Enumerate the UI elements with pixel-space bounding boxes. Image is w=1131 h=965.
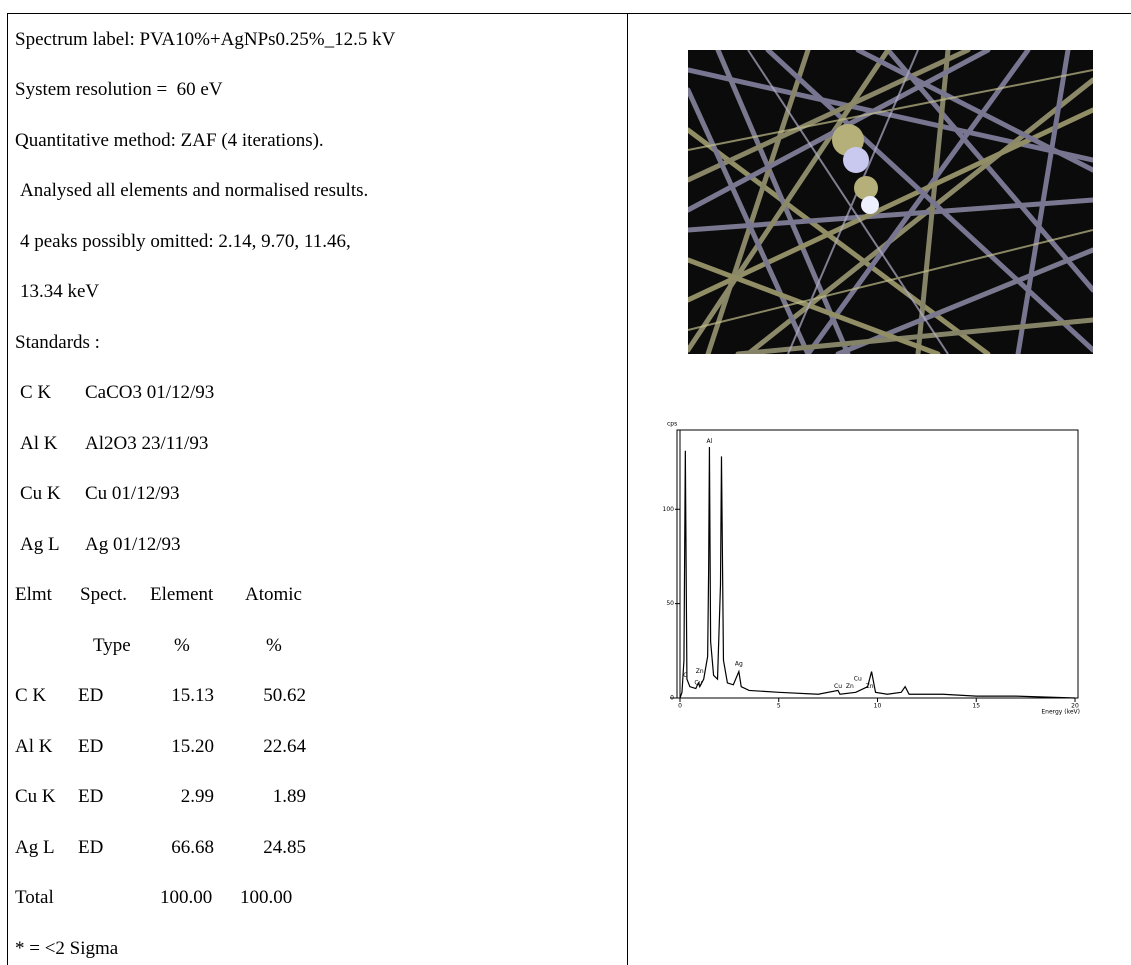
text-line: 4 peaks possibly omitted: 2.14, 9.70, 11…	[20, 230, 351, 254]
table-header: Elmt	[15, 583, 52, 607]
table-cell: Al K	[15, 735, 52, 759]
peak-label: Al	[707, 438, 713, 445]
standard-element: C K	[20, 381, 51, 405]
table-cell: ED	[78, 735, 103, 759]
y-tick-label: 50	[666, 600, 674, 607]
text-line: Analysed all elements and normalised res…	[20, 179, 368, 203]
table-border	[627, 13, 628, 965]
table-cell: Total	[15, 886, 54, 910]
standard-ref: Al2O3 23/11/93	[85, 432, 208, 456]
standard-element: Ag L	[20, 533, 60, 557]
table-cell: 15.13	[158, 684, 214, 708]
y-tick-label: 100	[663, 506, 675, 513]
standard-ref: Ag 01/12/93	[85, 533, 181, 557]
table-header: Atomic	[245, 583, 302, 607]
table-cell: 24.85	[250, 836, 306, 860]
table-cell: 15.20	[158, 735, 214, 759]
table-header: %	[266, 634, 282, 658]
page: {"info": {"lines": ["Spectrum label: PVA…	[0, 0, 1131, 965]
sem-image	[688, 50, 1093, 354]
x-tick-label: 5	[777, 703, 781, 710]
table-header: Spect.	[80, 583, 127, 607]
table-cell: 22.64	[250, 735, 306, 759]
peak-label: C	[683, 672, 687, 679]
peak-label: Cu	[694, 679, 702, 686]
table-cell: ED	[78, 785, 103, 809]
table-border	[7, 13, 8, 965]
peak-label: Zn	[696, 668, 704, 675]
table-cell: 2.99	[158, 785, 214, 809]
table-cell: Ag L	[15, 836, 55, 860]
peak-label: Zn	[846, 683, 854, 690]
table-header: %	[174, 634, 190, 658]
table-border	[7, 13, 1131, 14]
standard-ref: CaCO3 01/12/93	[85, 381, 214, 405]
x-tick-label: 20	[1071, 703, 1079, 710]
table-cell: ED	[78, 684, 103, 708]
x-axis-label: Energy (keV)	[1041, 709, 1080, 716]
text-line: 13.34 keV	[20, 280, 99, 304]
text-line: Quantitative method: ZAF (4 iterations).	[15, 129, 324, 153]
table-header: Element	[150, 583, 213, 607]
plot-frame	[677, 430, 1078, 698]
table-cell: C K	[15, 684, 46, 708]
standard-ref: Cu 01/12/93	[85, 482, 179, 506]
table-header: Type	[93, 634, 131, 658]
table-cell: 100.00	[240, 886, 292, 910]
peak-label: Cu	[834, 683, 842, 690]
table-cell: 100.00	[160, 886, 212, 910]
peak-label: Cu	[854, 676, 862, 683]
table-cell: 50.62	[250, 684, 306, 708]
y-tick-label: 0	[670, 695, 674, 702]
text-line: System resolution = 60 eV	[15, 78, 223, 102]
table-cell: 1.89	[250, 785, 306, 809]
table-cell: Cu K	[15, 785, 56, 809]
y-axis-label: cps	[667, 421, 677, 428]
table-cell: 66.68	[158, 836, 214, 860]
x-tick-label: 0	[678, 703, 682, 710]
text-line: Spectrum label: PVA10%+AgNPs0.25%_12.5 k…	[15, 28, 395, 52]
peak-label: Zn	[866, 683, 874, 690]
x-tick-label: 10	[874, 703, 882, 710]
standard-element: Cu K	[20, 482, 61, 506]
peak-label: Ag	[735, 661, 743, 668]
text-line: Standards :	[15, 331, 100, 355]
x-tick-label: 15	[972, 703, 980, 710]
table-cell: ED	[78, 836, 103, 860]
footnote: * = <2 Sigma	[15, 937, 118, 961]
standard-element: Al K	[20, 432, 57, 456]
